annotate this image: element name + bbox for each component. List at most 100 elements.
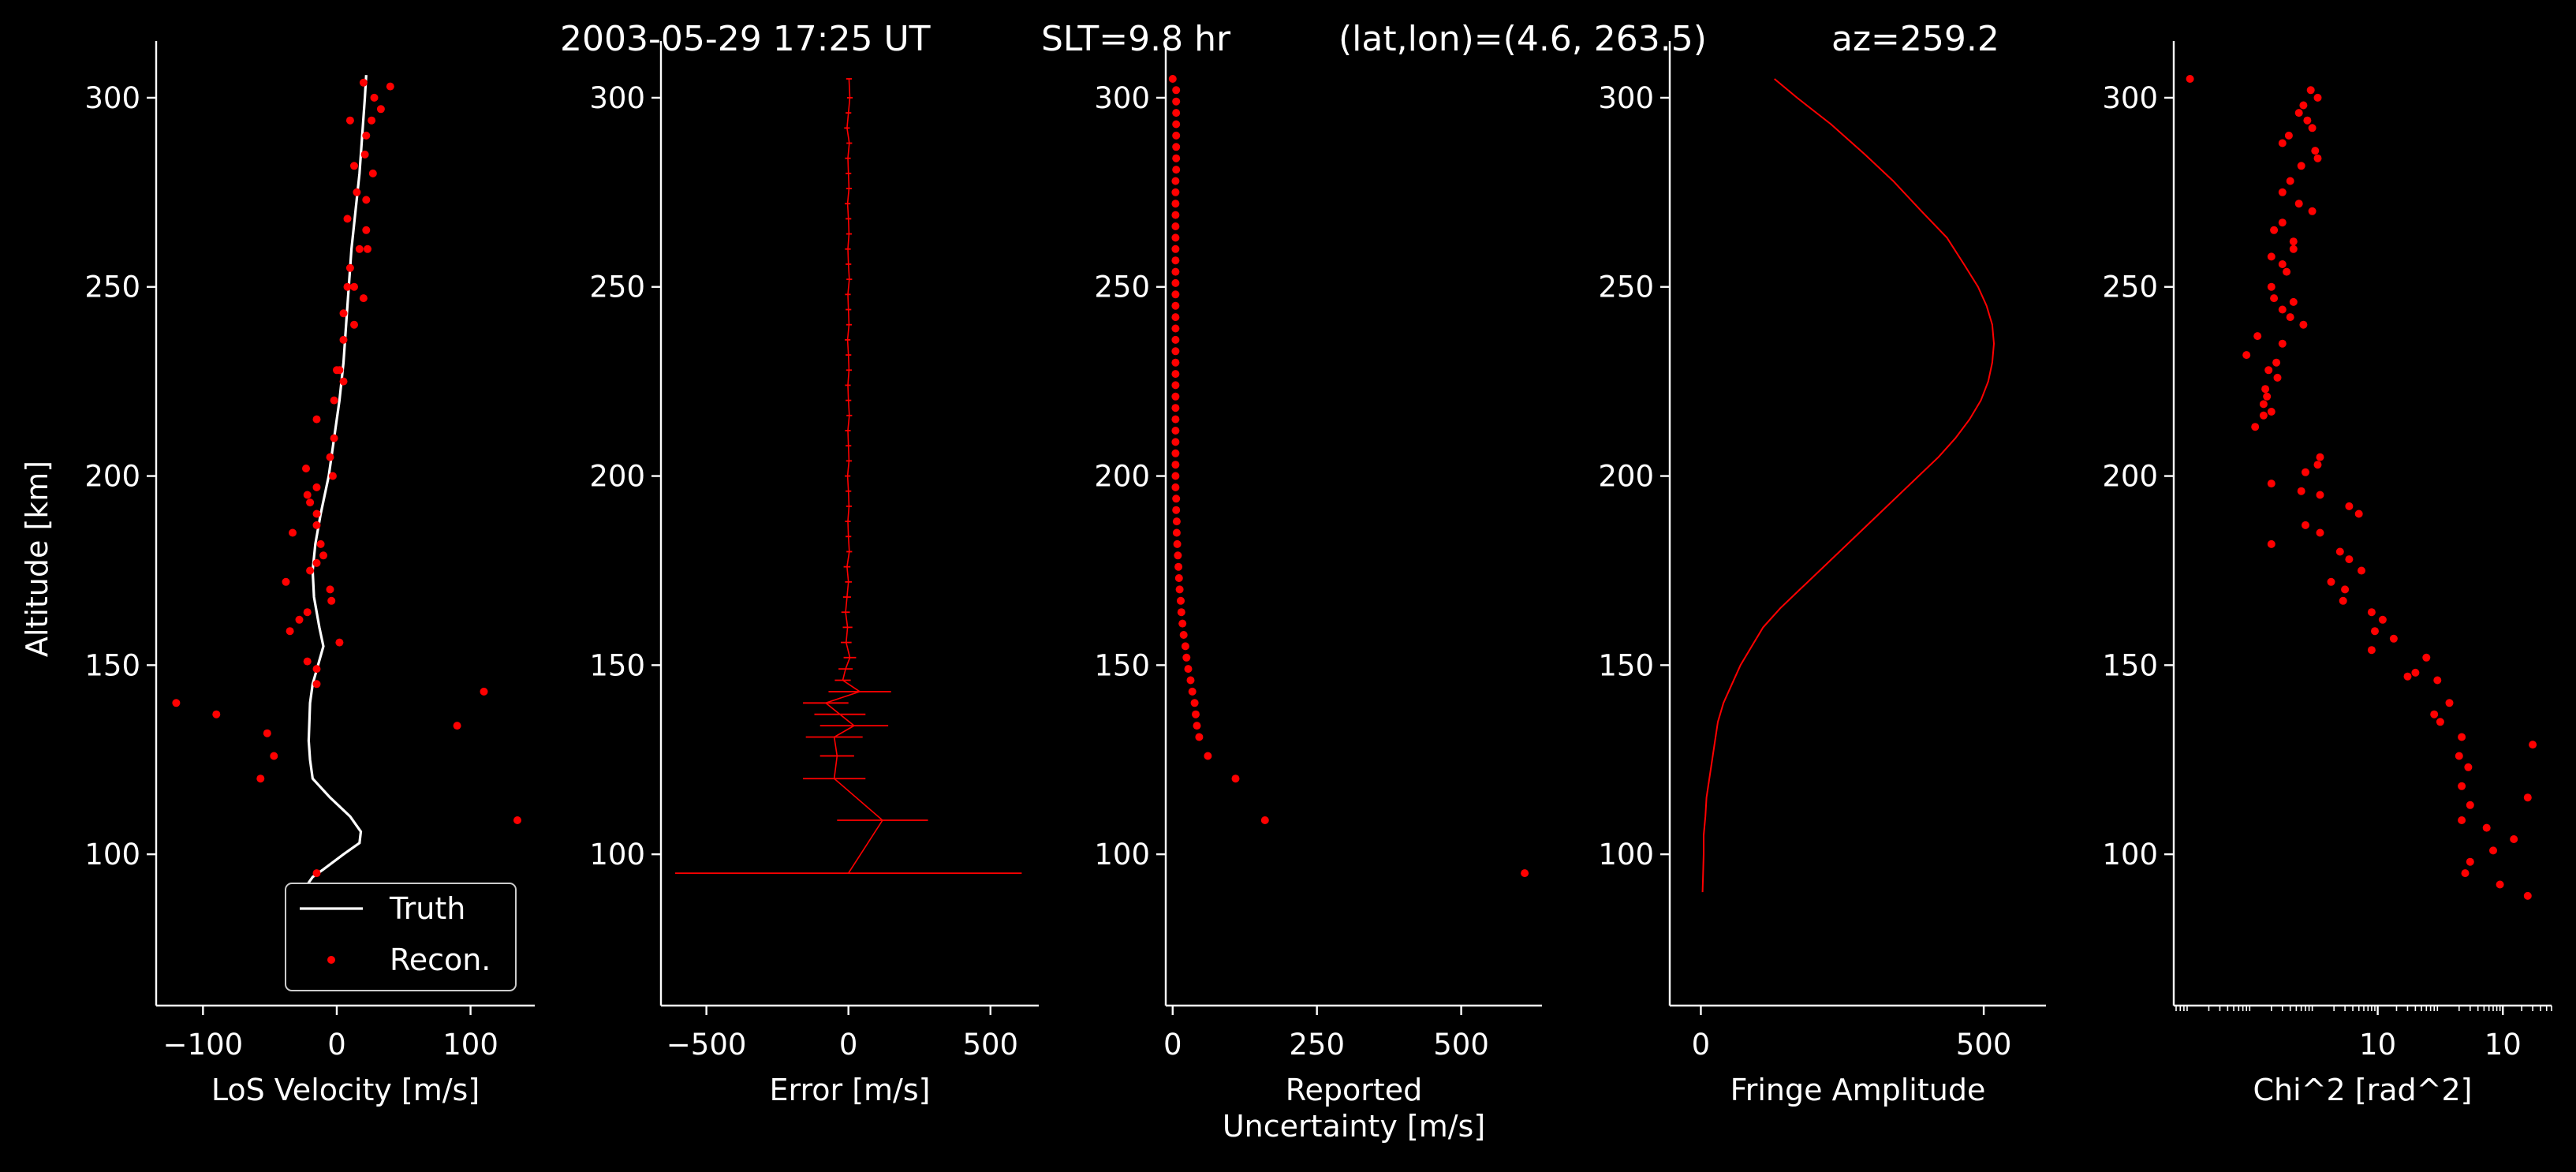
data-point	[2278, 305, 2287, 314]
title-azimuth: az=259.2	[1831, 19, 1999, 59]
data-point	[2270, 226, 2279, 234]
data-point	[2261, 385, 2270, 394]
series-amplitude	[1701, 78, 1995, 893]
y-tick-label: 200	[84, 460, 140, 494]
data-point	[2482, 823, 2491, 832]
data-point	[1177, 608, 1185, 617]
data-point	[2378, 615, 2387, 624]
subplot-velocity: 100 150 200 250 300 −100 0 100 LoS Velocity [m/s…	[20, 41, 535, 1107]
data-point	[303, 608, 312, 617]
data-point	[2523, 891, 2532, 900]
data-point	[513, 816, 521, 824]
data-point	[1172, 506, 1181, 514]
data-point	[2278, 339, 2287, 348]
data-point	[1172, 528, 1181, 537]
data-point	[350, 282, 358, 291]
data-point	[359, 294, 368, 303]
data-point	[362, 131, 371, 140]
x-tick-label: 250	[1289, 1028, 1345, 1062]
data-point	[2367, 608, 2376, 617]
data-point	[312, 665, 321, 674]
data-point	[1178, 619, 1187, 628]
data-point	[330, 434, 338, 442]
data-point	[1172, 517, 1181, 526]
data-point	[1186, 676, 1195, 685]
data-point	[2458, 816, 2466, 824]
x-tick-label: 10	[2359, 1028, 2396, 1062]
data-point	[289, 528, 297, 537]
y-tick-label: 100	[1094, 838, 1150, 872]
data-point	[1171, 244, 1180, 253]
legend-truth-label: Truth	[389, 891, 465, 926]
title-date: 2003-05-29 17:25 UT	[560, 19, 931, 59]
y-tick-label: 150	[2102, 648, 2158, 682]
data-point	[172, 699, 181, 707]
x-tick-label: 10	[2485, 1028, 2522, 1062]
data-point	[1177, 596, 1185, 605]
data-point	[312, 483, 321, 491]
data-point	[350, 320, 358, 329]
data-point	[2313, 93, 2322, 102]
data-point	[2186, 75, 2194, 83]
data-point	[2242, 351, 2251, 360]
data-point	[270, 752, 278, 760]
y-tick-label: 100	[1598, 838, 1654, 872]
data-point	[2272, 358, 2281, 367]
data-point	[2270, 294, 2279, 303]
data-point	[1171, 392, 1180, 401]
data-point	[2267, 480, 2275, 488]
data-point	[306, 566, 315, 575]
x-axis-label: Chi^2 [rad^2]	[2253, 1073, 2473, 1107]
data-point	[1171, 301, 1180, 310]
data-point	[2278, 218, 2287, 227]
data-point	[1172, 120, 1181, 129]
data-point	[2278, 139, 2287, 147]
data-point	[312, 415, 321, 424]
data-point	[2289, 237, 2298, 246]
data-point	[212, 710, 221, 719]
data-point	[1171, 427, 1180, 435]
data-point	[2316, 491, 2324, 499]
data-point	[1181, 642, 1189, 651]
data-point	[353, 188, 361, 196]
subplot-amplitude: 100 150 200 250 300 0 500 Fringe Amplitude	[1598, 41, 2046, 1107]
data-point	[339, 309, 348, 318]
y-tick-label: 250	[84, 271, 140, 304]
series-error	[675, 78, 1022, 875]
data-point	[2389, 634, 2398, 643]
series-Truth	[306, 75, 368, 886]
series-uncertainty	[1168, 75, 1529, 878]
data-point	[1171, 415, 1180, 424]
x-tick-label: 500	[1956, 1028, 2012, 1062]
data-point	[2523, 793, 2532, 802]
series-chi2	[2186, 75, 2537, 900]
data-point	[335, 638, 344, 647]
data-point	[1204, 752, 1212, 760]
data-point	[345, 263, 354, 272]
data-point	[1172, 86, 1181, 95]
data-point	[1172, 495, 1181, 503]
data-point	[2510, 835, 2518, 843]
data-point	[312, 521, 321, 529]
data-point	[2308, 207, 2317, 215]
data-point	[1171, 222, 1180, 230]
data-point	[2411, 668, 2420, 677]
data-point	[2297, 487, 2305, 495]
x-axis-label: Fringe Amplitude	[1730, 1073, 1986, 1107]
data-point	[2464, 763, 2473, 771]
data-point	[2267, 539, 2275, 548]
data-point	[335, 366, 344, 375]
y-tick-label: 250	[1094, 271, 1150, 304]
y-tick-label: 300	[2102, 81, 2158, 115]
data-point	[326, 585, 334, 594]
data-point	[350, 162, 358, 170]
data-point	[302, 465, 310, 472]
x-axis-label: Reported	[1286, 1073, 1422, 1107]
data-point	[2253, 332, 2262, 341]
data-point	[1193, 722, 1201, 730]
data-point	[1171, 438, 1180, 446]
y-axis-label: Altitude [km]	[20, 461, 54, 657]
data-point	[312, 558, 321, 567]
